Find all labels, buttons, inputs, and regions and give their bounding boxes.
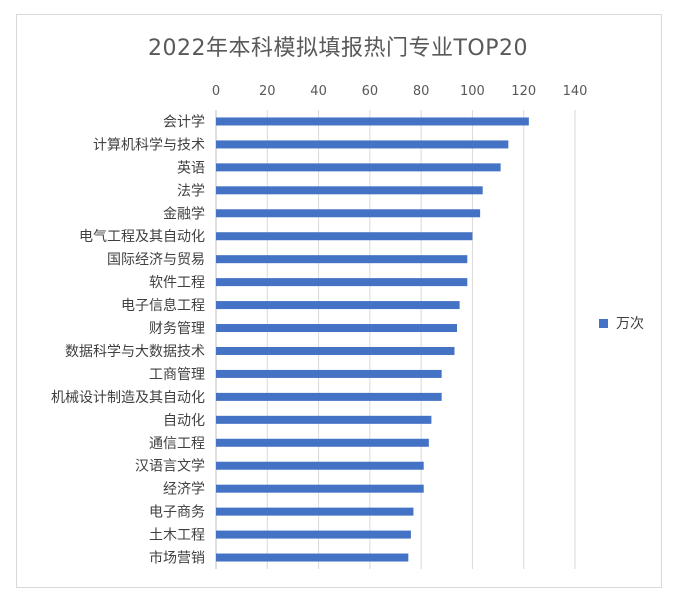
x-tick-label: 120: [511, 84, 536, 99]
category-label: 计算机科学与技术: [93, 137, 205, 153]
bar: [216, 438, 429, 447]
bar: [216, 255, 468, 264]
category-label: 汉语言文学: [135, 459, 205, 475]
x-tick-label: 100: [460, 84, 485, 99]
x-tick-label: 40: [310, 84, 327, 99]
x-tick-label: 80: [413, 84, 430, 99]
category-label: 会计学: [163, 114, 205, 130]
legend-label: 万次: [616, 316, 644, 332]
bar: [216, 530, 411, 539]
x-tick-label: 0: [212, 84, 220, 99]
legend-swatch: [599, 318, 608, 328]
bar: [216, 324, 458, 333]
x-tick-label: 60: [362, 84, 379, 99]
category-label: 机械设计制造及其自动化: [51, 390, 205, 406]
category-label: 财务管理: [149, 321, 205, 337]
category-label: 国际经济与贸易: [107, 252, 205, 268]
x-tick-label: 140: [563, 84, 588, 99]
bar: [216, 484, 424, 493]
category-label: 法学: [177, 183, 205, 199]
gridlines: [215, 110, 576, 569]
category-label: 电气工程及其自动化: [79, 229, 205, 245]
bar: [216, 301, 460, 310]
bar: [216, 392, 442, 401]
bar: [216, 369, 442, 378]
bar: [216, 232, 473, 241]
category-label: 软件工程: [149, 275, 205, 291]
bar: [216, 117, 529, 126]
bar: [216, 461, 424, 470]
bar: [216, 278, 468, 287]
category-labels: 会计学计算机科学与技术英语法学金融学电气工程及其自动化国际经济与贸易软件工程电子…: [51, 114, 205, 566]
bar: [216, 415, 432, 424]
category-label: 通信工程: [149, 436, 205, 452]
category-label: 土木工程: [149, 528, 205, 544]
bar: [216, 140, 509, 149]
category-label: 金融学: [163, 206, 205, 222]
category-label: 电子信息工程: [121, 297, 205, 314]
bars: [216, 117, 529, 562]
bar: [216, 346, 455, 355]
category-label: 工商管理: [149, 367, 205, 383]
bar: [216, 163, 501, 172]
legend: 万次: [599, 313, 644, 333]
category-label: 英语: [177, 159, 205, 176]
category-label: 经济学: [163, 482, 205, 498]
category-label: 市场营销: [149, 550, 205, 567]
category-label: 自动化: [163, 413, 205, 429]
bar: [216, 186, 483, 195]
x-axis-ticks: 0 20 40 60 80 100 120 140: [212, 84, 588, 99]
bar: [216, 553, 409, 562]
bar: [216, 507, 414, 516]
category-label: 电子商务: [149, 505, 205, 521]
chart-title: 2022年本科模拟填报热门专业TOP20: [147, 36, 528, 61]
category-label: 数据科学与大数据技术: [65, 344, 205, 360]
bar: [216, 209, 481, 218]
x-tick-label: 20: [259, 84, 276, 99]
